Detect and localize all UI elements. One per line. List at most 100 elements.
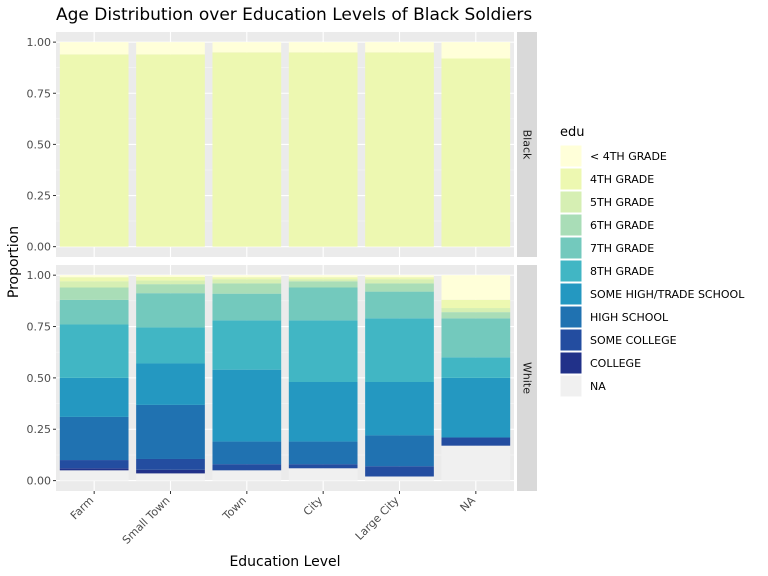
facet-strip [517,32,537,257]
bar-segment [441,275,511,300]
y-tick-label: 0.25 [27,190,52,203]
bar-segment [212,441,282,465]
bar-segment [288,381,358,442]
bar-segment [136,363,205,405]
bar-segment [136,469,205,474]
bar-segment [59,460,129,469]
bar-segment [59,416,129,461]
legend-item-label: 4TH GRADE [590,173,654,186]
bar-segment [441,308,511,313]
bar-segment [136,275,205,277]
legend-swatch [559,259,583,283]
legend-swatch [559,374,583,398]
bar-segment [288,320,358,382]
bar-segment [136,54,205,247]
bar-segment [365,277,434,280]
bar-segment [59,470,129,481]
bar-segment [136,458,205,470]
bar-segment [136,276,205,281]
bar-segment [288,52,358,247]
bar-segment [212,293,282,321]
bar-segment [136,404,205,459]
y-tick-label: 0.25 [27,423,52,436]
bar-segment [365,283,434,292]
bar-segment [136,293,205,328]
y-tick-label: 0.75 [27,87,52,100]
bar-segment [212,283,282,294]
bar-segment [59,42,129,55]
legend-swatch [559,351,583,375]
legend-swatch [559,236,583,260]
bar-segment [288,281,358,288]
legend-item-label: < 4TH GRADE [590,150,667,163]
legend-item-label: NA [590,380,606,393]
bar-segment [59,468,129,471]
legend-item-label: COLLEGE [590,357,641,370]
x-axis-label: Education Level [229,554,340,570]
facet-strip [517,265,537,491]
bar-segment [441,445,511,481]
legend-item-label: 5TH GRADE [590,196,654,209]
legend-item-label: 7TH GRADE [590,242,654,255]
bar-segment [288,441,358,465]
legend-item-label: HIGH SCHOOL [590,311,669,324]
bar-segment [59,299,129,325]
y-tick-label: 0.00 [27,241,52,254]
legend-title: edu [560,125,585,140]
bar-segment [136,327,205,364]
bar-segment [59,54,129,247]
bar-segment [212,42,282,53]
plot-panels: Black White [56,32,537,491]
legend-item-label: 6TH GRADE [590,219,654,232]
bar-segment [59,324,129,378]
y-tick-label: 0.50 [27,372,52,385]
legend-swatch [559,167,583,191]
bar-segment [288,464,358,469]
legend-swatch [559,144,583,168]
bar-segment [441,42,511,59]
legend: edu < 4TH GRADE 4TH GRADE 5TH GRADE 6TH GRA… [559,125,745,398]
legend-swatch [559,328,583,352]
bar-segment [59,277,129,282]
bar-segment [288,287,358,321]
bar-segment [288,42,358,53]
bar-segment [212,279,282,284]
bar-segment [441,377,511,438]
bar-segment [441,312,511,319]
y-tick-label: 1.00 [27,36,52,49]
bar-segment [59,287,129,300]
bar-segment [59,275,129,278]
bar-segment [59,377,129,417]
bar-segment [365,466,434,477]
bar-segment [59,281,129,288]
bar-segment [365,275,434,278]
bar-segment [212,470,282,481]
bar-segment [365,381,434,436]
y-tick-label: 1.00 [27,269,52,282]
legend-item-label: SOME HIGH/TRADE SCHOOL [590,288,745,301]
bar-segment [441,318,511,358]
bar-segment [288,277,358,280]
bar-segment [136,280,205,285]
bar-segment [441,58,511,247]
y-tick-label: 0.00 [27,475,52,488]
bar-segment [441,299,511,309]
bar-segment [441,357,511,378]
bar-segment [365,42,434,53]
y-axis-label: Proportion [6,226,22,298]
bar-segment [136,284,205,294]
facet-strip-label: White [521,362,534,394]
bar-segment [212,369,282,442]
legend-item-label: SOME COLLEGE [590,334,677,347]
bar-segment [441,437,511,446]
y-tick-label: 0.75 [27,321,52,334]
bar-segment [136,473,205,481]
chart-title: Age Distribution over Education Levels o… [56,5,532,25]
y-tick-label: 0.50 [27,138,52,151]
legend-swatch [559,305,583,329]
bar-segment [365,435,434,467]
legend-swatch [559,213,583,237]
bar-segment [136,42,205,55]
legend-item-label: 8TH GRADE [590,265,654,278]
